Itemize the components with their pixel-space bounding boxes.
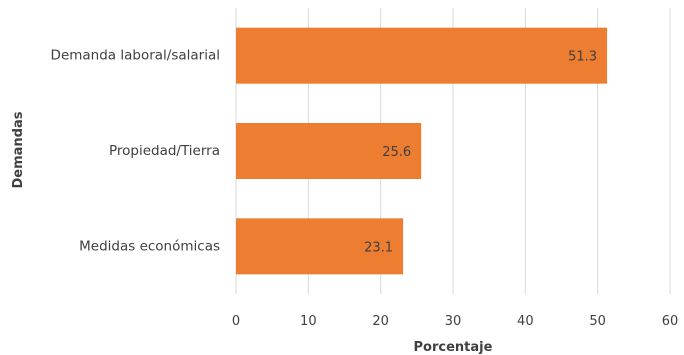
category-label: Medidas económicas — [79, 238, 220, 254]
x-tick-label: 60 — [662, 314, 679, 329]
bars — [236, 27, 608, 275]
data-label: 51.3 — [568, 50, 597, 65]
y-axis-title: Demandas — [11, 111, 26, 188]
bar — [236, 218, 404, 275]
data-labels: 51.3 25.6 23.1 — [364, 50, 597, 256]
category-label: Propiedad/Tierra — [109, 143, 220, 159]
x-tick-labels: 0 10 20 30 40 50 60 — [232, 314, 678, 329]
bar — [236, 123, 422, 179]
bar — [236, 27, 608, 84]
category-label: Demanda laboral/salarial — [51, 48, 220, 64]
data-label: 25.6 — [382, 145, 411, 160]
x-tick-label: 40 — [517, 314, 534, 329]
x-axis-title: Porcentaje — [414, 340, 493, 355]
x-tick-label: 10 — [300, 314, 317, 329]
data-label: 23.1 — [364, 240, 393, 255]
category-labels: Demanda laboral/salarial Propiedad/Tierra… — [51, 48, 220, 255]
x-tick-label: 0 — [232, 314, 240, 329]
x-tick-label: 50 — [589, 314, 606, 329]
x-tick-label: 20 — [372, 314, 389, 329]
x-tick-label: 30 — [445, 314, 462, 329]
